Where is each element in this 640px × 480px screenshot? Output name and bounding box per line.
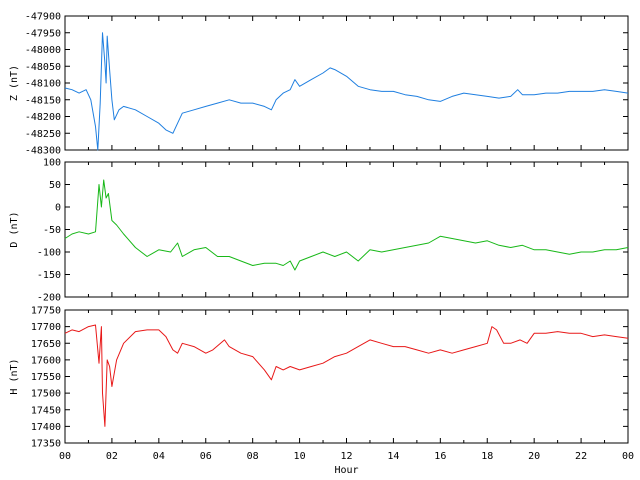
y-tick-label-d-0: 100 (43, 158, 61, 169)
y-tick-label-h-2: 17650 (31, 339, 61, 350)
x-tick-label-8: 16 (434, 451, 446, 462)
x-tick-label-11: 22 (575, 451, 587, 462)
x-tick-label-3: 06 (200, 451, 212, 462)
y-axis-title-h: H (nT) (9, 358, 20, 394)
x-axis-title: Hour (334, 465, 358, 476)
y-tick-label-d-2: 0 (55, 203, 61, 214)
series-line-z-0 (64, 32, 629, 151)
y-tick-label-d-3: -50 (43, 225, 61, 236)
y-tick-label-h-4: 17550 (31, 372, 61, 383)
x-tick-label-12: 00 (622, 451, 634, 462)
panel-d-frame (64, 161, 629, 298)
y-tick-label-z-8: -48300 (25, 146, 61, 157)
y-tick-label-h-5: 17500 (31, 389, 61, 400)
x-tick-label-0: 00 (59, 451, 71, 462)
y-tick-label-h-6: 17450 (31, 405, 61, 416)
y-tick-label-z-5: -48150 (25, 95, 61, 106)
y-tick-label-z-3: -48050 (25, 62, 61, 73)
x-tick-label-2: 04 (153, 451, 165, 462)
y-tick-label-h-8: 17350 (31, 439, 61, 450)
y-axis-title-d: D (nT) (9, 211, 20, 247)
y-tick-label-h-3: 17600 (31, 355, 61, 366)
y-tick-label-z-0: -47900 (25, 12, 61, 23)
panel-z-frame (64, 15, 629, 151)
y-tick-label-d-6: -200 (37, 293, 61, 304)
x-tick-label-10: 20 (528, 451, 540, 462)
y-tick-label-z-1: -47950 (25, 28, 61, 39)
x-tick-label-6: 12 (340, 451, 352, 462)
x-tick-label-7: 14 (387, 451, 399, 462)
y-tick-label-z-6: -48200 (25, 112, 61, 123)
y-tick-label-h-7: 17400 (31, 422, 61, 433)
y-tick-label-z-7: -48250 (25, 129, 61, 140)
series-line-h-0 (64, 324, 629, 427)
y-tick-label-d-1: 50 (49, 180, 61, 191)
y-tick-label-h-0: 17750 (31, 306, 61, 317)
y-tick-label-d-4: -100 (37, 248, 61, 259)
y-tick-label-z-2: -48000 (25, 45, 61, 56)
x-tick-label-9: 18 (481, 451, 493, 462)
x-tick-label-4: 08 (247, 451, 259, 462)
y-tick-label-h-1: 17700 (31, 322, 61, 333)
x-tick-label-5: 10 (294, 451, 306, 462)
y-tick-label-d-5: -150 (37, 270, 61, 281)
y-tick-label-z-4: -48100 (25, 79, 61, 90)
x-tick-label-1: 02 (106, 451, 118, 462)
series-line-d-0 (64, 179, 629, 271)
y-axis-title-z: Z (nT) (9, 65, 20, 101)
